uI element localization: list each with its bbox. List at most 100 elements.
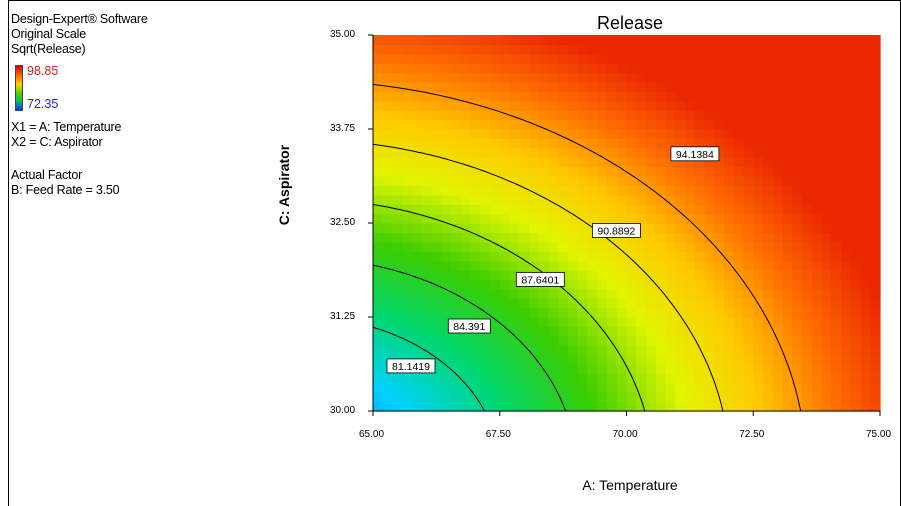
heatmap-cell	[558, 232, 569, 243]
heatmap-cell	[577, 232, 589, 243]
heatmap-cell	[763, 119, 774, 130]
heatmap-cell	[548, 392, 559, 403]
heatmap-cell	[870, 194, 881, 205]
heatmap-cell	[412, 307, 423, 318]
heatmap-cell	[412, 204, 423, 215]
heatmap-cell	[753, 147, 764, 158]
heatmap-cell	[509, 63, 520, 74]
heatmap-cell	[597, 110, 608, 121]
heatmap-cell	[616, 100, 628, 111]
heatmap-cell	[587, 241, 598, 252]
heatmap-cell	[577, 223, 589, 233]
heatmap-cell	[782, 185, 793, 196]
heatmap-cell	[441, 138, 452, 149]
heatmap-cell	[460, 82, 472, 92]
heatmap-cell	[558, 53, 569, 64]
heatmap-cell	[616, 279, 628, 290]
contour-label: 90.8892	[592, 223, 641, 238]
heatmap-cell	[772, 129, 784, 139]
heatmap-cell	[558, 392, 569, 403]
heatmap-cell	[470, 185, 481, 196]
heatmap-cell	[821, 157, 832, 168]
heatmap-cell	[860, 298, 871, 309]
heatmap-cell	[451, 382, 462, 393]
heatmap-cell	[499, 270, 511, 280]
heatmap-cell	[597, 260, 608, 271]
heatmap-cell	[421, 119, 433, 130]
heatmap-cell	[792, 91, 803, 102]
heatmap-cell	[841, 232, 852, 243]
heatmap-cell	[431, 100, 442, 111]
heatmap-cell	[441, 382, 452, 393]
heatmap-cell	[529, 326, 540, 337]
heatmap-cell	[763, 298, 774, 309]
heatmap-cell	[597, 307, 608, 318]
heatmap-cell	[421, 392, 433, 403]
heatmap-cell	[753, 326, 764, 337]
heatmap-cell	[685, 373, 696, 384]
heatmap-cell	[412, 326, 423, 337]
heatmap-cell	[587, 392, 598, 403]
heatmap-cell	[821, 204, 832, 215]
heatmap-cell	[802, 35, 813, 45]
heatmap-cell	[655, 354, 667, 365]
heatmap-cell	[538, 138, 550, 149]
heatmap-cell	[870, 326, 881, 337]
heatmap-cell	[519, 232, 530, 243]
heatmap-cell	[704, 354, 715, 365]
heatmap-cell	[665, 129, 676, 139]
heatmap-cell	[626, 147, 637, 158]
heatmap-cell	[460, 298, 472, 309]
heatmap-cell	[548, 119, 559, 130]
heatmap-cell	[509, 119, 520, 130]
heatmap-cell	[431, 401, 442, 412]
heatmap-cell	[431, 392, 442, 403]
heatmap-cell	[626, 157, 637, 168]
heatmap-cell	[597, 35, 608, 45]
heatmap-cell	[811, 110, 823, 121]
heatmap-cell	[616, 260, 628, 271]
heatmap-cell	[694, 392, 706, 403]
heatmap-cell	[373, 298, 384, 309]
heatmap-cell	[714, 129, 725, 139]
heatmap-cell	[616, 147, 628, 158]
heatmap-cell	[841, 110, 852, 121]
heatmap-cell	[490, 307, 501, 318]
heatmap-cell	[558, 110, 569, 121]
heatmap-cell	[421, 185, 433, 196]
heatmap-cell	[509, 82, 520, 92]
heatmap-cell	[724, 307, 735, 318]
heatmap-cell	[548, 53, 559, 64]
contour-label: 94.1384	[670, 146, 720, 162]
heatmap-cell	[402, 392, 413, 403]
heatmap-cell	[724, 53, 735, 64]
heatmap-cell	[724, 223, 735, 233]
heatmap-cell	[733, 185, 745, 196]
heatmap-cell	[831, 307, 842, 318]
heatmap-cell	[782, 204, 793, 215]
heatmap-cell	[441, 251, 452, 262]
heatmap-cell	[626, 176, 637, 186]
heatmap-cell	[460, 166, 472, 177]
heatmap-cell	[811, 204, 823, 215]
heatmap-cell	[831, 270, 842, 280]
heatmap-cell	[636, 270, 647, 280]
heatmap-cell	[811, 232, 823, 243]
heatmap-cell	[529, 72, 540, 83]
heatmap-cell	[558, 382, 569, 393]
heatmap-cell	[782, 53, 793, 64]
heatmap-cell	[402, 147, 413, 158]
heatmap-cell	[860, 119, 871, 130]
heatmap-cell	[831, 335, 842, 346]
heatmap-cell	[529, 223, 540, 233]
heatmap-cell	[538, 232, 550, 243]
heatmap-cell	[509, 204, 520, 215]
heatmap-cell	[626, 260, 637, 271]
heatmap-cell	[841, 35, 852, 45]
heatmap-cell	[558, 194, 569, 205]
heatmap-cell	[655, 63, 667, 74]
heatmap-cell	[626, 82, 637, 92]
heatmap-cell	[870, 223, 881, 233]
heatmap-cell	[490, 382, 501, 393]
heatmap-cell	[831, 401, 842, 412]
